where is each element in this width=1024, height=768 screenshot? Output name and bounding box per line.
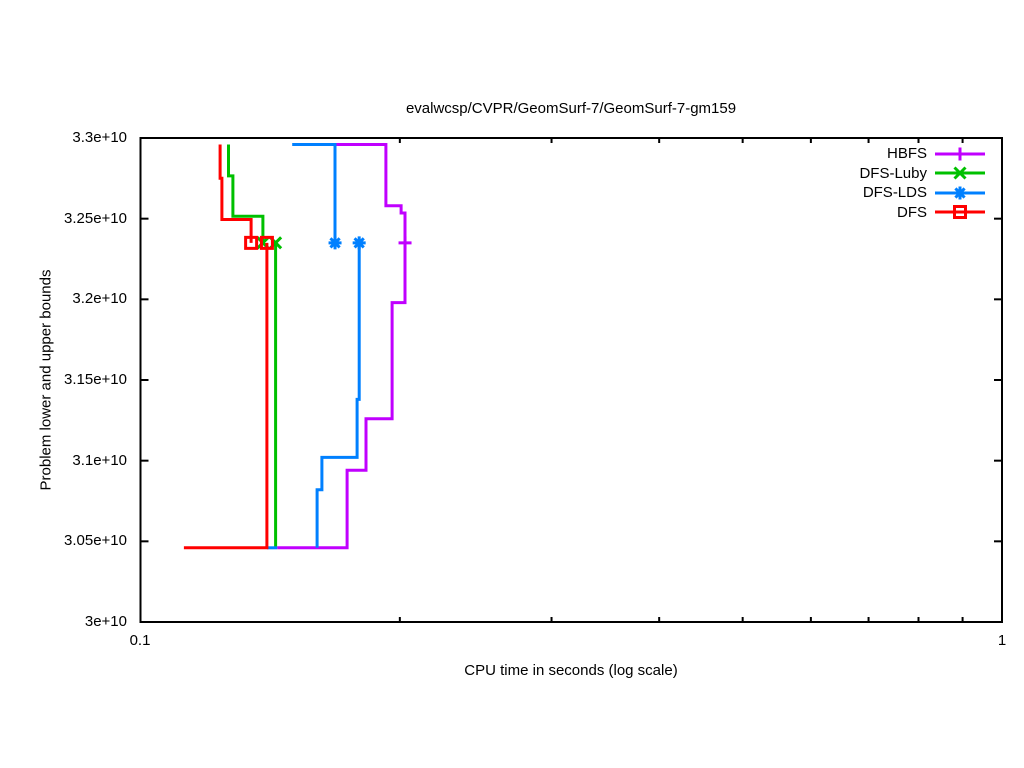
y-tick-label-3.05e10: 3.05e+10 <box>64 532 127 549</box>
x-tick-label-1: 1 <box>997 632 1007 649</box>
y-tick-label-3e10: 3e+10 <box>84 613 127 630</box>
legend-label-hbfs: HBFS <box>886 145 927 163</box>
legend: HBFS DFS-Luby DFS-LDS DFS <box>740 144 986 222</box>
lower-bound-line <box>277 242 407 550</box>
legend-label-dfs: DFS <box>897 203 927 221</box>
y-tick-label-3.15e10: 3.15e+10 <box>64 371 127 388</box>
cross-marker <box>953 166 967 180</box>
y-tick-label-3.1e10: 3.1e+10 <box>72 452 127 469</box>
y-tick-label-3.25e10: 3.25e+10 <box>64 210 127 227</box>
y-tick-label-3.2e10: 3.2e+10 <box>72 290 127 307</box>
lower-bound-line <box>183 242 269 550</box>
series-DFS-LDS <box>266 143 366 550</box>
legend-row-dfs-luby: DFS-Luby <box>740 164 986 184</box>
legend-label-dfs-lds: DFS-LDS <box>862 184 927 202</box>
legend-label-dfs-luby: DFS-Luby <box>859 164 927 182</box>
upper-bound-line <box>227 144 265 243</box>
asterisk-marker <box>328 236 342 250</box>
series-DFS-Luby <box>227 144 283 548</box>
asterisk-marker <box>352 236 366 250</box>
chart-title: evalwcsp/CVPR/GeomSurf-7/GeomSurf-7-gm15… <box>405 100 737 117</box>
plus-marker <box>398 236 412 250</box>
square-marker <box>244 235 259 250</box>
upper-bound-line <box>218 144 253 243</box>
square-marker <box>953 205 967 220</box>
x-axis-label: CPU time in seconds (log scale) <box>464 662 678 679</box>
lower-bound-line <box>315 242 361 548</box>
asterisk-marker <box>953 186 967 200</box>
series-HBFS <box>277 143 412 550</box>
legend-row-dfs-lds: DFS-LDS <box>740 183 986 203</box>
square-marker <box>259 235 274 250</box>
legend-sample-dfs <box>935 205 985 220</box>
legend-sample-dfs-lds <box>935 186 985 200</box>
plus-marker <box>953 147 967 161</box>
y-tick-label-3.3e10: 3.3e+10 <box>72 129 127 146</box>
upper-bound-line <box>335 143 407 243</box>
upper-bound-line <box>292 143 337 243</box>
legend-sample-hbfs <box>935 147 985 161</box>
legend-row-dfs: DFS <box>740 203 986 223</box>
x-tick-label-0.1: 0.1 <box>129 632 151 649</box>
series-DFS <box>183 144 274 550</box>
legend-row-hbfs: HBFS <box>740 144 986 164</box>
legend-sample-dfs-luby <box>935 166 985 180</box>
